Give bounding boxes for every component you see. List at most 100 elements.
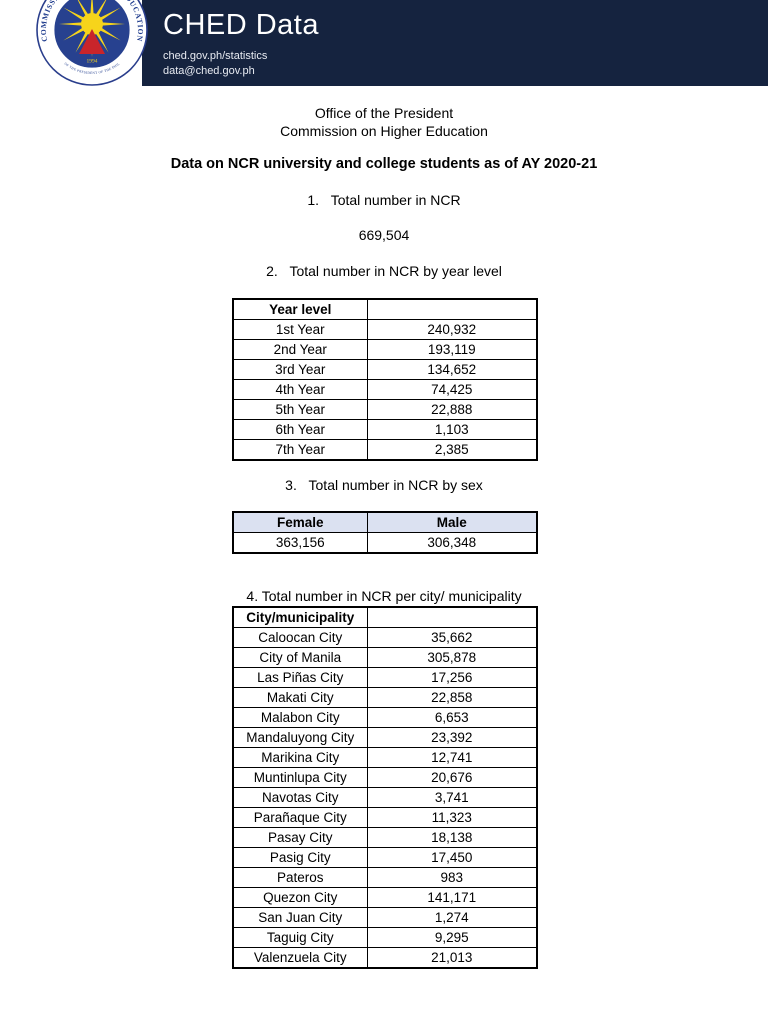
row-label: Pasig City [232,847,368,868]
row-value: 9,295 [366,927,538,948]
row-value: 11,323 [366,807,538,828]
table-row: Quezon City 141,171 [232,887,538,908]
row-label: Caloocan City [232,627,368,648]
row-value: 983 [366,867,538,888]
empty-header-cell [366,606,538,628]
table-row: Makati City 22,858 [232,687,538,708]
table-row: 5th Year 22,888 [232,399,538,420]
seal-year: 1994 [87,59,98,65]
table-row: Parañaque City 11,323 [232,807,538,828]
table-row: Muntinlupa City 20,676 [232,767,538,788]
table-row: Caloocan City 35,662 [232,627,538,648]
table-row: 363,156 306,348 [232,532,538,554]
row-value: 3,741 [366,787,538,808]
row-value: 18,138 [366,827,538,848]
table-header-row: Year level [232,298,538,320]
row-label: 5th Year [232,399,368,420]
row-label: Makati City [232,687,368,708]
female-header: Female [232,511,368,533]
table-row: Pateros 983 [232,867,538,888]
year-level-header: Year level [232,298,368,320]
row-value: 305,878 [366,647,538,668]
banner-email: data@ched.gov.ph [163,65,255,77]
row-label: Mandaluyong City [232,727,368,748]
row-value: 20,676 [366,767,538,788]
row-value: 17,450 [366,847,538,868]
table-row: Malabon City 6,653 [232,707,538,728]
row-label: Taguig City [232,927,368,948]
table-row: 1st Year 240,932 [232,319,538,340]
row-value: 21,013 [366,947,538,969]
banner-title: CHED Data [163,9,319,41]
header-banner: COMMISSION ON HIGHER EDUCATION OFFICE OF… [0,0,768,86]
row-value: 17,256 [366,667,538,688]
table-row: 7th Year 2,385 [232,439,538,461]
row-value: 1,274 [366,907,538,928]
table-row: City of Manila 305,878 [232,647,538,668]
document-content: Office of the President Commission on Hi… [0,86,768,969]
table-row: Mandaluyong City 23,392 [232,727,538,748]
document-title: Data on NCR university and college stude… [170,156,598,172]
row-label: 2nd Year [232,339,368,360]
seal-sun-icon [81,13,103,35]
row-value: 23,392 [366,727,538,748]
table-header-row: City/municipality [232,606,538,628]
row-label: 4th Year [232,379,368,400]
section-2-heading: 2. Total number in NCR by year level [266,263,502,279]
table-row: Valenzuela City 21,013 [232,947,538,969]
male-header: Male [366,511,538,533]
row-label: Muntinlupa City [232,767,368,788]
row-value: 193,119 [366,339,538,360]
table-row: 3rd Year 134,652 [232,359,538,380]
female-value: 363,156 [232,532,368,554]
table-row: San Juan City 1,274 [232,907,538,928]
table-row: 2nd Year 193,119 [232,339,538,360]
row-value: 141,171 [366,887,538,908]
row-label: Parañaque City [232,807,368,828]
empty-header-cell [366,298,538,320]
row-label: Malabon City [232,707,368,728]
city-municipality-header: City/municipality [232,606,368,628]
table-header-row: Female Male [232,511,538,533]
sex-table: Female Male 363,156 306,348 [232,511,538,554]
section-3-heading: 3. Total number in NCR by sex [285,477,483,493]
row-value: 1,103 [366,419,538,440]
row-label: Las Piñas City [232,667,368,688]
section-4-heading: 4. Total number in NCR per city/ municip… [246,588,522,604]
row-label: 3rd Year [232,359,368,380]
total-ncr-value: 669,504 [358,227,410,243]
table-row: Pasig City 17,450 [232,847,538,868]
row-value: 35,662 [366,627,538,648]
row-label: Navotas City [232,787,368,808]
table-row: Taguig City 9,295 [232,927,538,948]
row-value: 74,425 [366,379,538,400]
org-line-2: Commission on Higher Education [280,123,488,139]
table-row: 4th Year 74,425 [232,379,538,400]
city-municipality-table: City/municipality Caloocan City 35,662 Cit… [232,606,538,969]
ched-seal-logo: COMMISSION ON HIGHER EDUCATION OFFICE OF… [36,0,148,86]
table-row: Navotas City 3,741 [232,787,538,808]
row-value: 2,385 [366,439,538,461]
row-label: 7th Year [232,439,368,461]
table-row: Las Piñas City 17,256 [232,667,538,688]
row-value: 22,888 [366,399,538,420]
row-label: San Juan City [232,907,368,928]
seal-red-triangle-icon [79,29,105,54]
row-value: 12,741 [366,747,538,768]
row-value: 22,858 [366,687,538,708]
row-label: Pateros [232,867,368,888]
banner-website: ched.gov.ph/statistics [163,50,268,62]
row-value: 240,932 [366,319,538,340]
male-value: 306,348 [366,532,538,554]
table-row: Pasay City 18,138 [232,827,538,848]
banner-text-block: CHED Data ched.gov.ph/statistics data@ch… [163,10,319,79]
row-label: City of Manila [232,647,368,668]
row-label: Quezon City [232,887,368,908]
table-row: 6th Year 1,103 [232,419,538,440]
row-label: Marikina City [232,747,368,768]
row-value: 6,653 [366,707,538,728]
table-row: Marikina City 12,741 [232,747,538,768]
row-label: 1st Year [232,319,368,340]
row-label: 6th Year [232,419,368,440]
